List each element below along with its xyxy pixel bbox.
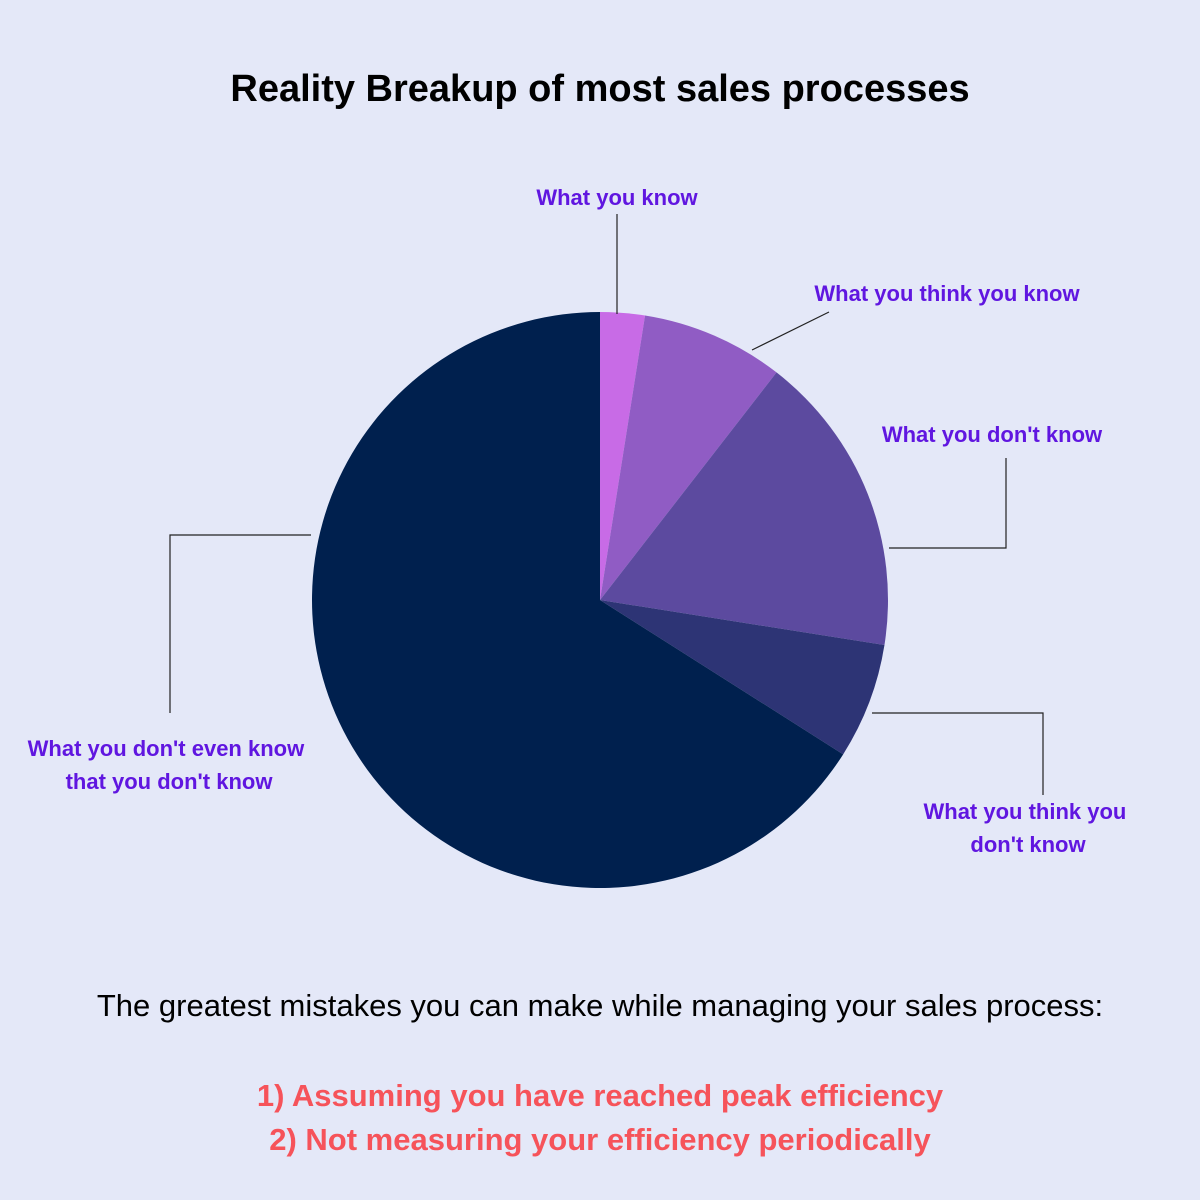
label-line: What you think you know xyxy=(814,281,1080,306)
pie-slices xyxy=(311,312,888,889)
mistakes-intro: The greatest mistakes you can make while… xyxy=(96,988,1104,1023)
slice-label-what-you-dont-even-know: What you don't even know that you don't … xyxy=(28,736,311,794)
label-line: that you don't know xyxy=(66,769,274,794)
label-line: What you think you xyxy=(923,799,1126,824)
pie-slice-3 xyxy=(600,372,888,646)
label-line: What you don't even know xyxy=(28,736,305,761)
label-line: don't know xyxy=(970,832,1086,857)
pie-slice-2 xyxy=(600,315,777,600)
slice-label-what-you-think-you-know: What you think you know xyxy=(814,281,1080,306)
label-line: What you don't know xyxy=(882,422,1103,447)
mistake-item-2: 2) Not measuring your efficiency periodi… xyxy=(269,1122,931,1157)
slice-label-what-you-know: What you know xyxy=(536,185,698,210)
leader-line-dont-even-know xyxy=(169,534,311,713)
pie-slice-5 xyxy=(311,312,844,889)
slice-label-what-you-think-you-dont-know: What you think you don't know xyxy=(923,799,1132,857)
pie-slice-4 xyxy=(600,600,885,755)
leader-line-think-you-dont-know xyxy=(872,712,1044,795)
slice-label-what-you-dont-know: What you don't know xyxy=(882,422,1103,447)
leader-line-dont-know xyxy=(889,458,1007,549)
leader-line-think-you-know xyxy=(751,311,830,351)
mistakes-list: 1) Assuming you have reached peak effici… xyxy=(0,1074,1200,1162)
mistake-item-1: 1) Assuming you have reached peak effici… xyxy=(256,1078,944,1113)
leader-lines xyxy=(169,214,1044,795)
label-line: What you know xyxy=(536,185,698,210)
chart-title: Reality Breakup of most sales processes xyxy=(230,68,970,110)
pie-slice-1 xyxy=(600,312,646,600)
